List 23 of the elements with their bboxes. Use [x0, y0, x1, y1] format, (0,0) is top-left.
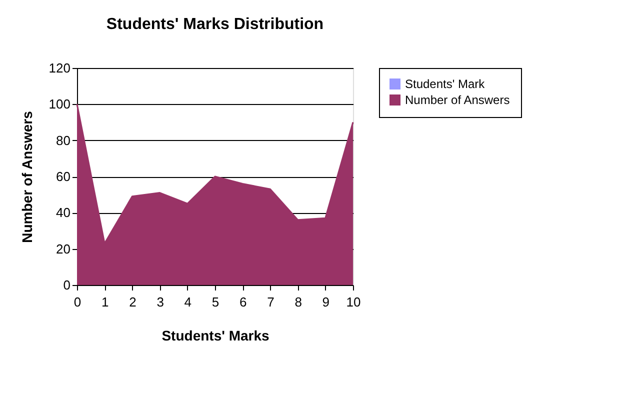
- x-tick-label: 9: [322, 294, 330, 310]
- legend-label: Number of Answers: [405, 93, 510, 107]
- x-tick-label: 0: [74, 294, 82, 310]
- y-tick-label: 40: [56, 205, 70, 220]
- y-tick-label: 100: [48, 96, 70, 112]
- x-tick-label: 8: [294, 294, 302, 310]
- chart-title: Students' Marks Distribution: [106, 16, 324, 33]
- x-tick-label: 3: [156, 294, 164, 310]
- x-axis-title: Students' Marks: [162, 328, 270, 344]
- x-tick-label: 7: [267, 294, 274, 310]
- y-tick-label: 80: [56, 132, 70, 148]
- x-tick-label: 6: [239, 294, 247, 310]
- x-tick-label: 5: [212, 294, 220, 310]
- x-tick-label: 1: [101, 294, 109, 310]
- legend-label: Students' Mark: [405, 77, 486, 91]
- y-tick-label: 20: [56, 241, 70, 256]
- x-tick-label: 10: [346, 294, 361, 310]
- y-tick-label: 120: [48, 60, 70, 76]
- y-tick-label: 60: [56, 169, 70, 184]
- x-tick-label: 4: [184, 294, 192, 310]
- y-axis-title: Number of Answers: [18, 110, 35, 243]
- x-tick-label: 2: [129, 294, 136, 310]
- y-tick-label: 0: [63, 278, 70, 292]
